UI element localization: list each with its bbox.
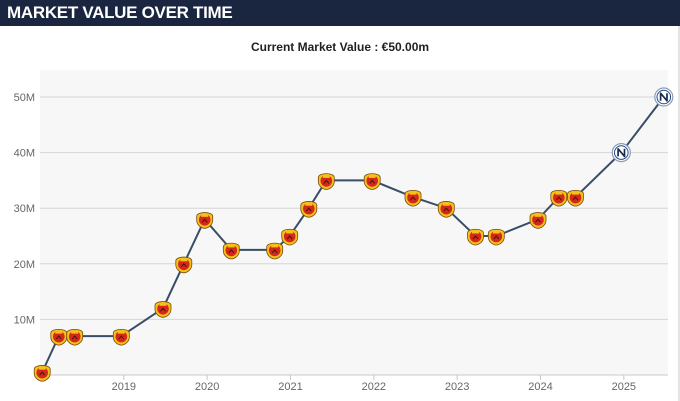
data-point[interactable]	[222, 242, 240, 260]
data-point[interactable]	[317, 173, 335, 190]
crest-devil-mark	[55, 335, 62, 340]
napoli-crest-ring	[656, 89, 672, 105]
section-title: MARKET VALUE OVER TIME	[7, 3, 233, 22]
data-point[interactable]	[467, 228, 484, 246]
data-point[interactable]	[363, 173, 381, 190]
chart-frame	[0, 26, 680, 401]
crest-ship-band	[71, 330, 79, 334]
data-point[interactable]	[154, 301, 172, 318]
crest-devil-mark	[323, 179, 330, 184]
data-point[interactable]	[281, 228, 299, 246]
crest-ship-band	[572, 191, 579, 195]
data-point[interactable]	[300, 201, 318, 218]
plot-background	[40, 70, 668, 375]
crest-ship-band	[368, 174, 376, 178]
current-market-value: Current Market Value : €50.00m	[250, 40, 430, 54]
y-tick-label: 40M	[14, 148, 35, 160]
y-axis-ticks: 10M 20M 30M 40M 50M	[14, 92, 35, 326]
napoli-crest-ring	[613, 145, 629, 160]
x-tick-label: 2020	[195, 381, 219, 393]
data-point[interactable]	[175, 256, 193, 274]
market-value-line	[41, 96, 665, 373]
crest-ship-band	[201, 213, 209, 217]
data-point[interactable]	[404, 189, 422, 207]
crest-ship-band	[534, 213, 542, 217]
crest-devil-mark	[118, 335, 125, 340]
crest-devil-mark	[39, 371, 46, 376]
data-point[interactable]	[487, 228, 505, 246]
data-point[interactable]	[550, 189, 568, 207]
crest-ship-band	[472, 230, 479, 234]
y-tick-label: 20M	[14, 259, 35, 271]
napoli-letter-n	[617, 147, 626, 158]
data-point[interactable]	[529, 212, 547, 229]
crest-devil-mark	[493, 235, 500, 240]
y-tick-label: 50M	[14, 92, 35, 104]
crest-ship-band	[409, 191, 417, 195]
crest-devil-mark	[228, 249, 235, 254]
crest-ship-band	[180, 258, 188, 262]
crest-devil-mark	[286, 235, 293, 240]
y-tick-label: 30M	[14, 203, 35, 215]
crest-ship-band	[227, 244, 235, 248]
x-tick-label: 2025	[612, 381, 636, 393]
crest-devil-mark	[555, 196, 562, 201]
crest-devil-mark	[71, 335, 78, 340]
data-point[interactable]	[112, 328, 130, 346]
section-header: MARKET VALUE OVER TIME	[0, 0, 680, 26]
crest-devil-mark	[369, 179, 376, 184]
crest-ship-band	[305, 202, 313, 206]
crest-devil-mark	[572, 196, 579, 201]
crest-ship-band	[55, 330, 63, 334]
crest-ship-band	[38, 366, 46, 370]
data-point[interactable]	[33, 365, 51, 382]
data-point[interactable]	[196, 212, 214, 229]
crest-devil-mark	[535, 218, 541, 223]
data-point[interactable]	[50, 328, 68, 346]
data-point[interactable]	[66, 328, 84, 346]
x-tick-label: 2022	[362, 381, 386, 393]
data-point[interactable]	[654, 87, 674, 107]
crest-ship-band	[159, 302, 167, 306]
crest-ship-band	[322, 174, 330, 178]
crest-devil-mark	[271, 249, 278, 254]
data-point[interactable]	[611, 143, 631, 163]
x-tick-label: 2024	[528, 381, 552, 393]
crest-ship-band	[286, 230, 294, 234]
crest-ship-band	[117, 330, 125, 334]
x-tick-label: 2023	[445, 381, 469, 393]
crest-ship-band	[271, 244, 279, 248]
crest-devil-mark	[410, 196, 416, 201]
x-tick-label: 2021	[278, 381, 302, 393]
crest-devil-mark	[443, 207, 450, 212]
crest-devil-mark	[201, 218, 208, 223]
data-points	[33, 87, 674, 382]
crest-ship-band	[442, 202, 450, 206]
napoli-letter-n	[659, 92, 668, 102]
y-tick-label: 10M	[14, 314, 35, 326]
crest-devil-mark	[180, 263, 187, 268]
grid-lines	[40, 96, 668, 376]
crest-ship-band	[492, 230, 500, 234]
crest-devil-mark	[305, 207, 312, 212]
x-axis-ticks: 2019 2020 2021 2022 2023 2024 2025	[112, 375, 636, 393]
crest-devil-mark	[160, 307, 166, 312]
crest-ship-band	[555, 191, 563, 195]
crest-devil-mark	[472, 235, 479, 240]
data-point[interactable]	[266, 242, 284, 260]
data-point[interactable]	[567, 189, 584, 207]
data-point[interactable]	[437, 201, 455, 218]
x-tick-label: 2019	[112, 381, 136, 393]
